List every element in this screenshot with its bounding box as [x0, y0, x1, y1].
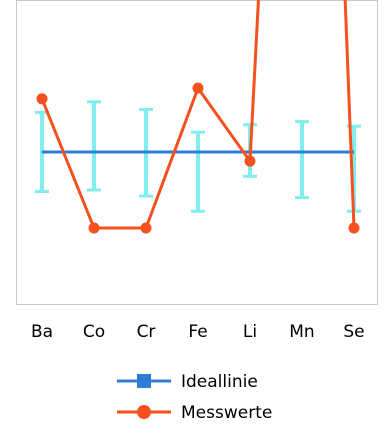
legend-label: Messwerte — [181, 403, 272, 423]
x-tick-label: Co — [83, 322, 105, 342]
x-tick-label: Se — [343, 322, 364, 342]
legend-square-marker — [137, 374, 151, 388]
plot-area-border — [16, 0, 378, 305]
legend-circle-marker — [137, 405, 151, 419]
measured-point-cr — [140, 222, 152, 234]
x-tick-label: Fe — [188, 322, 207, 342]
legend-label: Ideallinie — [181, 372, 258, 392]
x-tick-label: Cr — [137, 322, 156, 342]
x-tick-label: Ba — [31, 322, 53, 342]
error-bar-mn — [295, 120, 309, 200]
legend: Ideallinie Messwerte — [117, 372, 272, 423]
legend-item-measured: Messwerte — [117, 403, 272, 423]
error-bars — [35, 100, 361, 213]
x-tick-label: Li — [243, 322, 257, 342]
x-axis-tick-labels: Ba Co Cr Fe Li Mn Se — [31, 322, 365, 342]
legend-item-ideal: Ideallinie — [117, 372, 258, 392]
measured-point-fe — [192, 82, 204, 94]
measured-line — [40, 0, 356, 230]
measured-series — [36, 0, 360, 234]
measured-point-co — [88, 222, 100, 234]
measured-point-ba — [36, 93, 48, 105]
error-bar-fe — [191, 130, 205, 213]
measured-point-li — [244, 155, 256, 167]
measured-point-se — [348, 222, 360, 234]
error-bar-co — [87, 100, 101, 192]
x-tick-label: Mn — [289, 322, 314, 342]
